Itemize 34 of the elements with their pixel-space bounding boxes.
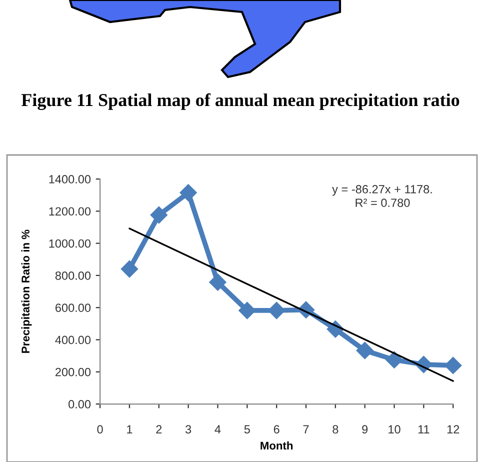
x-tick-label: 4	[214, 425, 221, 434]
y-tick-label: 1000.00	[49, 239, 91, 248]
point	[386, 351, 403, 368]
x-tick-label: 10	[388, 425, 400, 434]
x-tick-label: 2	[156, 425, 162, 434]
x-tick-label: 9	[362, 425, 368, 434]
x-tick-label: 8	[332, 425, 338, 434]
y-tick-label: 400.00	[55, 336, 91, 344]
x-tick-label: 7	[303, 425, 309, 434]
point	[268, 302, 286, 320]
x-tick-label: 0	[97, 425, 103, 434]
x-tick-label: 3	[185, 425, 192, 434]
point	[150, 206, 168, 224]
x-tick-label: 11	[418, 425, 430, 434]
y-tick-label: 600.00	[56, 304, 91, 312]
x-tick-label: 1	[127, 425, 132, 434]
caption: Figure 11 Spatial map of annual mean precipitation ratio	[21, 93, 460, 110]
y-axis-title: Precipitation Ratio in %	[21, 230, 32, 353]
y-tick-label: 200.00	[56, 368, 91, 376]
y-tick-label: 800.00	[55, 271, 91, 280]
y-tick-label: 1200.00	[49, 207, 91, 216]
x-tick-label: 6	[274, 425, 280, 434]
point	[356, 342, 374, 360]
x-tick-label: 12	[447, 425, 460, 434]
x-axis-title: Month	[260, 441, 293, 450]
point	[238, 302, 256, 320]
y-tick-label: 1400.00	[49, 175, 91, 184]
y-tick-label: 0.00	[68, 400, 91, 408]
point	[209, 274, 226, 291]
point	[180, 184, 197, 202]
annotation: y = -86.27x + 1178. R² = 0.780	[332, 185, 432, 207]
point	[120, 260, 138, 278]
x-tick-label: 5	[244, 425, 250, 434]
point	[444, 356, 462, 374]
